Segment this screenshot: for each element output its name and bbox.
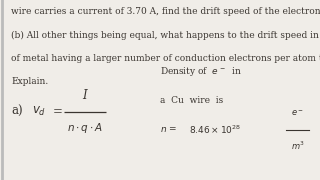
Text: $e^-$: $e^-$: [291, 109, 304, 118]
Text: wire carries a current of 3.70 A, find the drift speed of the electrons in the w: wire carries a current of 3.70 A, find t…: [11, 7, 320, 16]
Text: =: =: [53, 105, 63, 118]
Text: Explain.: Explain.: [11, 77, 48, 86]
Text: I: I: [83, 89, 87, 102]
Text: a  Cu  wire  is: a Cu wire is: [160, 96, 223, 105]
Text: $m^3$: $m^3$: [291, 140, 305, 152]
Text: $n \cdot q \cdot A$: $n \cdot q \cdot A$: [67, 121, 103, 135]
Text: Density of  $e^-$  in: Density of $e^-$ in: [160, 66, 242, 78]
Text: a): a): [11, 105, 23, 118]
Text: $v_d$: $v_d$: [32, 105, 46, 118]
Text: $n$ =: $n$ =: [160, 125, 177, 134]
Text: (b) All other things being equal, what happens to the drift speed in wires made: (b) All other things being equal, what h…: [11, 31, 320, 40]
Text: $8.46 \times 10^{28}$: $8.46 \times 10^{28}$: [189, 123, 241, 136]
Text: of metal having a larger number of conduction electrons per atom than copper?: of metal having a larger number of condu…: [11, 54, 320, 63]
